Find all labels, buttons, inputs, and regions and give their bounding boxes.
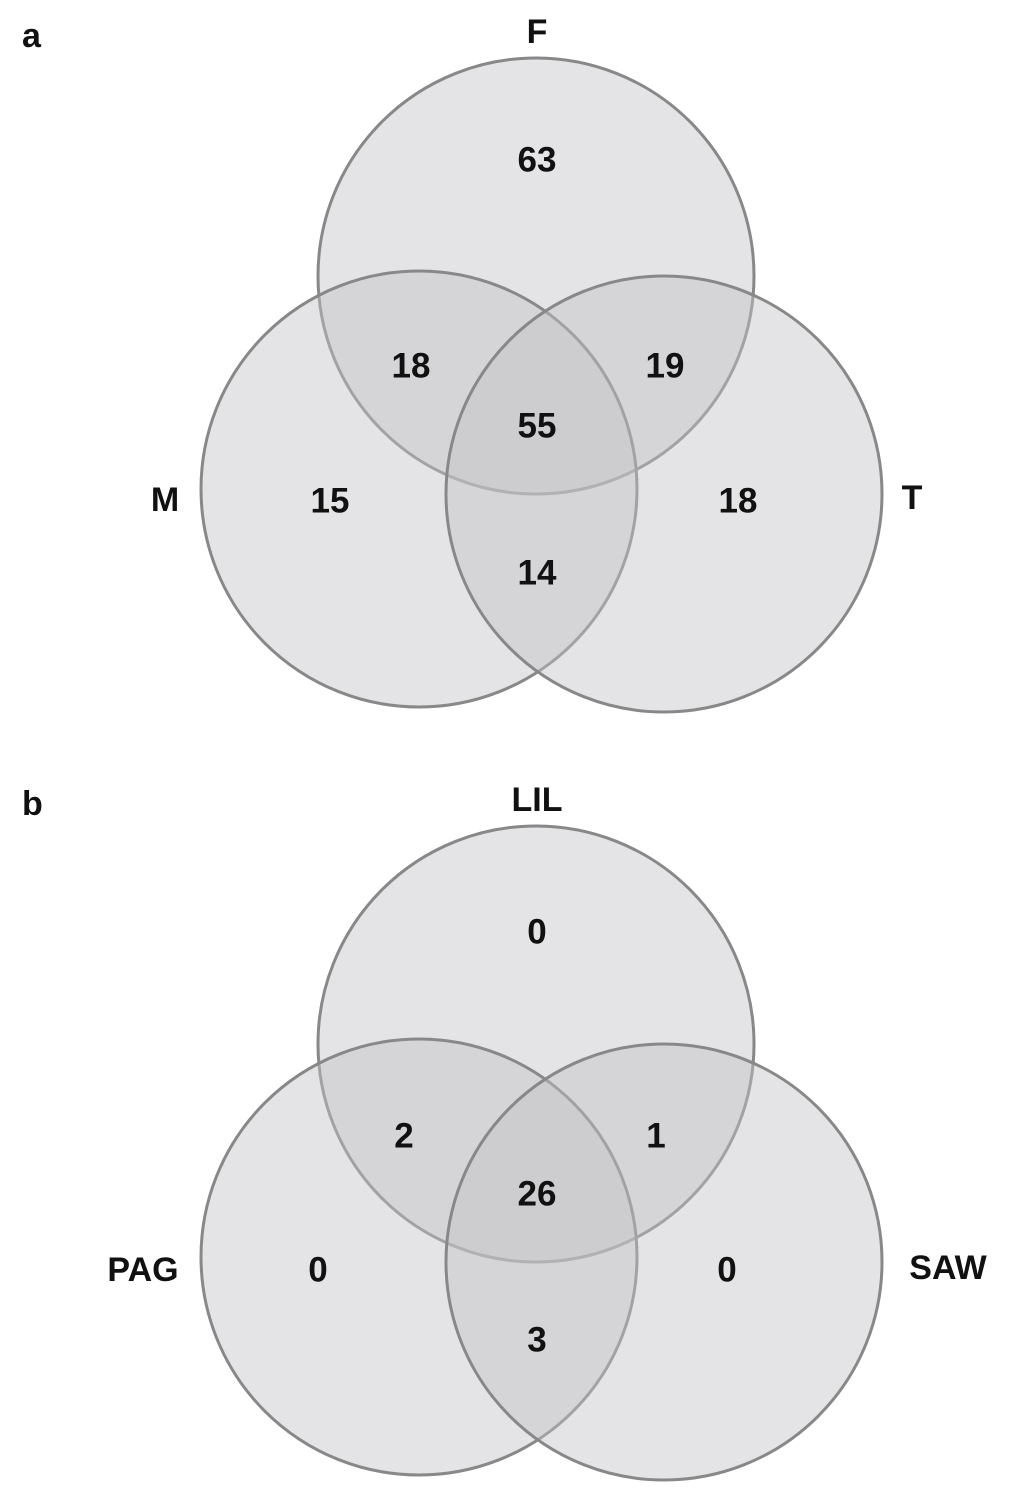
set-label: SAW [909,1249,987,1287]
set-circle [444,1042,884,1482]
region-count: 63 [518,140,557,179]
panel-label: a [22,17,42,55]
set-label: PAG [107,1251,178,1289]
region-count: 14 [518,553,557,592]
region-count: 15 [311,481,350,520]
set-label: LIL [512,781,563,819]
region-count: 26 [518,1174,557,1213]
region-count: 0 [717,1250,736,1289]
region-count: 18 [392,346,431,385]
region-count: 3 [527,1320,546,1359]
set-circle [316,56,756,496]
set-circle [199,269,639,709]
region-count: 2 [394,1116,413,1155]
region-count: 18 [719,481,758,520]
region-count: 55 [518,406,557,445]
set-circle [316,824,756,1264]
region-count: 1 [646,1116,665,1155]
set-label: M [151,481,179,519]
region-count: 19 [646,346,685,385]
set-label: T [902,479,923,517]
set-label: F [527,13,548,51]
set-circle [199,1037,639,1477]
set-circle [444,274,884,714]
region-count: 0 [527,912,546,951]
region-count: 0 [308,1250,327,1289]
panel-label: b [22,785,43,823]
